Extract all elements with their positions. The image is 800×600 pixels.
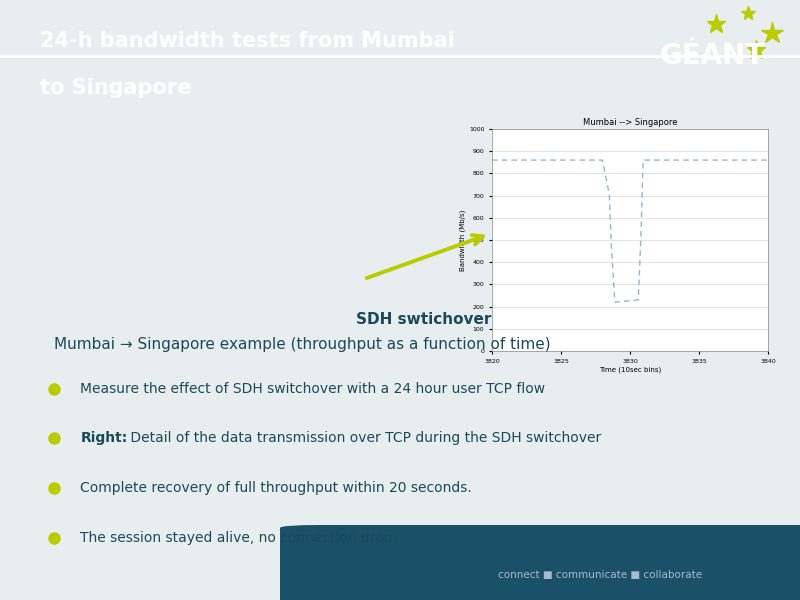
- Text: Mumbai → Singapore example (throughput as a function of time): Mumbai → Singapore example (throughput a…: [54, 337, 550, 352]
- Text: SDH swtichover: SDH swtichover: [356, 312, 491, 327]
- Text: 24-h bandwidth tests from Mumbai: 24-h bandwidth tests from Mumbai: [40, 31, 454, 51]
- Text: to Singapore: to Singapore: [40, 78, 191, 98]
- FancyBboxPatch shape: [280, 525, 800, 600]
- Text: connect ■ communicate ■ collaborate: connect ■ communicate ■ collaborate: [498, 570, 702, 580]
- Y-axis label: Bandwidth (Mb/s): Bandwidth (Mb/s): [459, 209, 466, 271]
- Text: Complete recovery of full throughput within 20 seconds.: Complete recovery of full throughput wit…: [80, 481, 472, 495]
- Text: The session stayed alive, no connection drop.: The session stayed alive, no connection …: [80, 531, 398, 545]
- X-axis label: Time (10sec bins): Time (10sec bins): [599, 367, 661, 373]
- Text: Measure the effect of SDH switchover with a 24 hour user TCP flow: Measure the effect of SDH switchover wit…: [80, 382, 546, 396]
- Title: Mumbai --> Singapore: Mumbai --> Singapore: [582, 118, 678, 127]
- Text: GÉANT: GÉANT: [660, 41, 765, 70]
- Text: Detail of the data transmission over TCP during the SDH switchover: Detail of the data transmission over TCP…: [126, 431, 601, 445]
- Text: Right:: Right:: [80, 431, 128, 445]
